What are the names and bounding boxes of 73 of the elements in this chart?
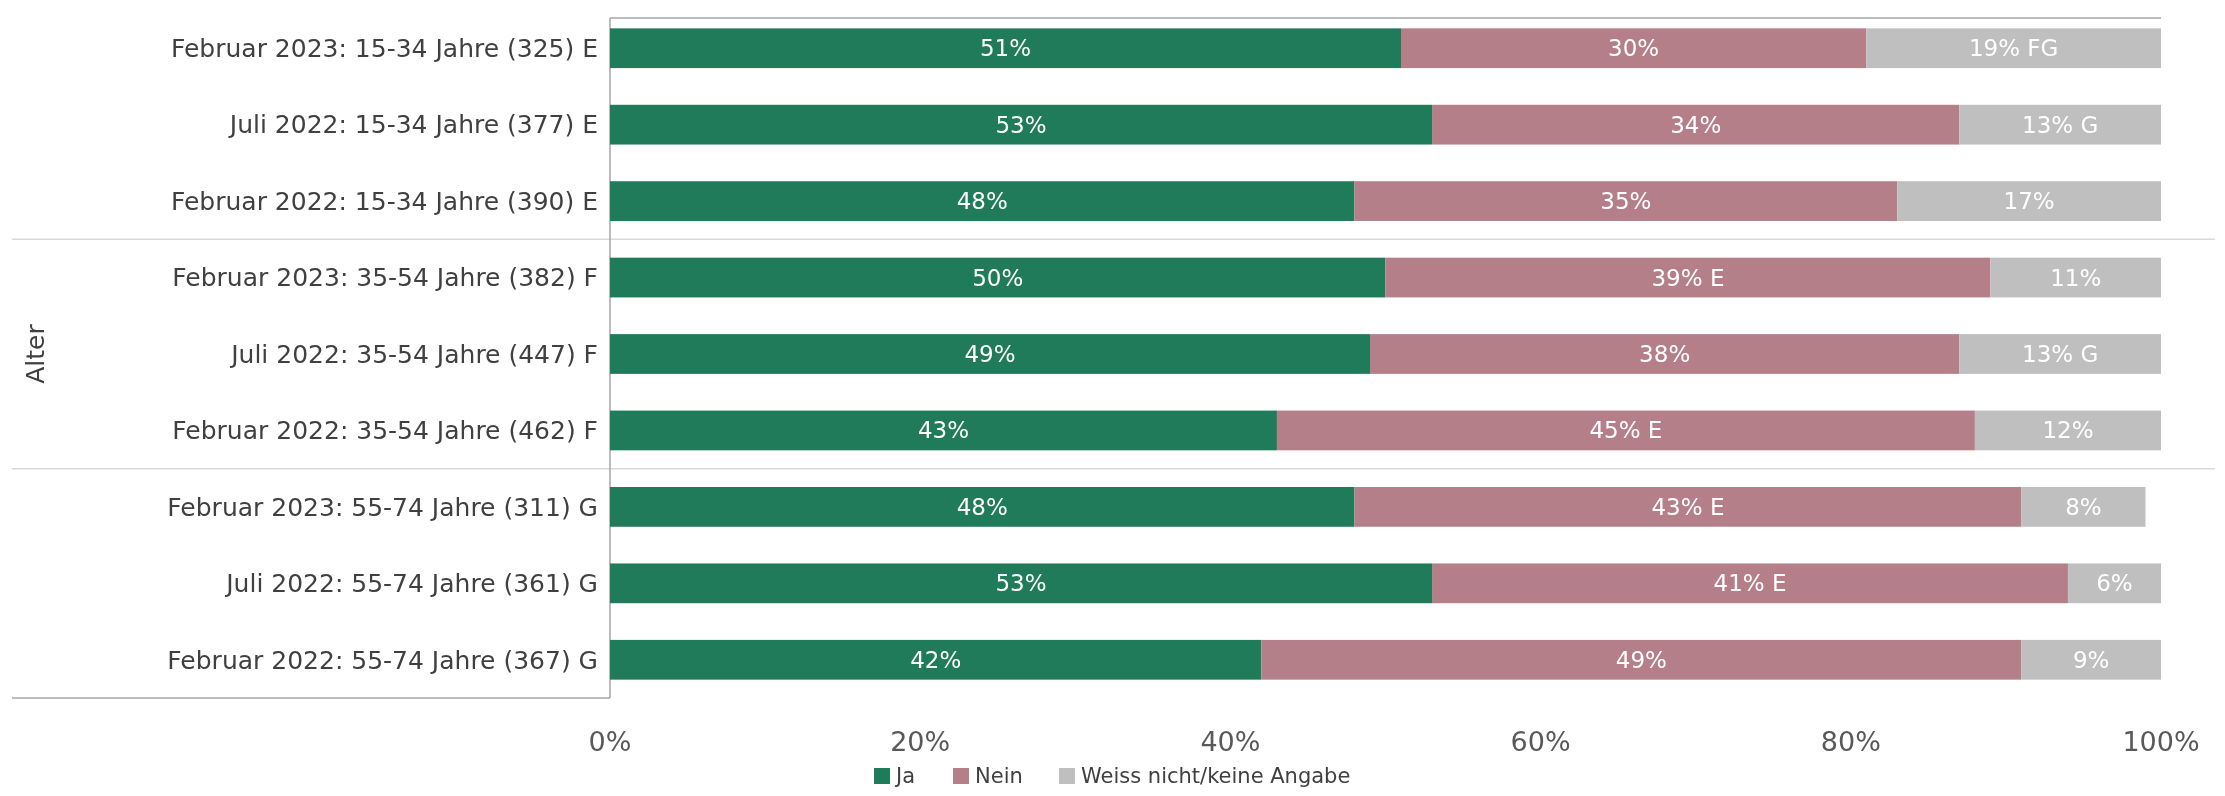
bar: [1990, 257, 2161, 298]
bar: [610, 639, 1262, 680]
data-label: 17%: [2003, 188, 2055, 215]
data-label: 48%: [956, 493, 1008, 520]
y-axis-title: Alter: [21, 323, 50, 384]
y-tick-label: Juli 2022: 35-54 Jahre (447) F: [229, 339, 598, 369]
bar: [610, 487, 1355, 527]
bar: [1261, 639, 2022, 680]
x-tick-label: 20%: [890, 726, 951, 758]
data-label: 53%: [995, 570, 1047, 597]
legend-label: Ja: [894, 764, 916, 789]
bar: [1974, 410, 2161, 451]
bar: [2021, 639, 2161, 680]
y-tick-label: Februar 2022: 15-34 Jahre (390) E: [170, 186, 598, 216]
data-label: 53%: [995, 111, 1047, 138]
bar: [1369, 334, 1960, 374]
data-label: 43%: [917, 417, 970, 444]
data-label: 13% G: [2022, 341, 2099, 368]
data-label: 50%: [972, 264, 1024, 291]
y-tick-label: Februar 2022: 55-74 Jahre (367) G: [167, 645, 598, 675]
y-tick-label: Februar 2022: 35-54 Jahre (462) F: [172, 416, 598, 446]
legend-label: Weiss nicht/keine Angabe: [1081, 764, 1351, 789]
data-label: 51%: [979, 35, 1032, 62]
bar: [1897, 181, 2161, 221]
data-label: 49%: [964, 341, 1016, 368]
x-tick-label: 0%: [588, 726, 632, 758]
y-tick-label: Februar 2023: 15-34 Jahre (325) E: [170, 33, 598, 63]
bar: [2067, 563, 2161, 604]
bar: [2021, 487, 2146, 527]
bar: [1959, 334, 2161, 374]
legend-label: Nein: [975, 764, 1023, 789]
bar: [1866, 28, 2161, 69]
bar: [610, 334, 1370, 374]
x-tick-label: 80%: [1820, 726, 1881, 758]
data-label: 12%: [2042, 417, 2094, 444]
data-label: 11%: [2050, 264, 2102, 291]
data-label: 38%: [1639, 341, 1691, 368]
bar: [1432, 104, 1960, 145]
data-label: 34%: [1670, 111, 1722, 138]
y-tick-label: Juli 2022: 15-34 Jahre (377) E: [227, 110, 598, 140]
data-label: 39% E: [1651, 264, 1725, 291]
x-tick-label: 60%: [1510, 726, 1571, 758]
data-label: 13% G: [2022, 111, 2099, 138]
bar: [610, 104, 1433, 145]
x-tick-label: 100%: [2122, 726, 2200, 758]
bar: [1354, 181, 1898, 221]
data-label: 30%: [1608, 35, 1660, 62]
data-label: 8%: [2065, 493, 2102, 520]
data-label: 43% E: [1651, 493, 1725, 520]
bar: [1401, 28, 1867, 69]
y-tick-label: Februar 2023: 35-54 Jahre (382) F: [172, 263, 598, 293]
bar: [1959, 104, 2161, 145]
x-tick-label: 40%: [1200, 726, 1261, 758]
data-label: 48%: [956, 188, 1008, 215]
data-label: 19% FG: [1968, 35, 2059, 62]
bar: [1354, 487, 2022, 527]
bar: [610, 410, 1277, 451]
data-label: 41% E: [1713, 570, 1787, 597]
bar: [610, 28, 1402, 69]
data-label: 45% E: [1589, 417, 1663, 444]
bar: [1276, 410, 1975, 451]
bar: [610, 257, 1386, 298]
data-label: 35%: [1600, 188, 1652, 215]
bar: [1432, 563, 2068, 604]
data-label: 9%: [2072, 646, 2110, 673]
bar: [610, 563, 1433, 604]
data-label: 49%: [1615, 646, 1667, 673]
y-tick-label: Februar 2023: 55-74 Jahre (311) G: [167, 492, 598, 522]
bar: [610, 181, 1355, 221]
y-tick-label: Juli 2022: 55-74 Jahre (361) G: [224, 569, 598, 599]
data-label: 42%: [910, 646, 962, 673]
data-label: 6%: [2096, 570, 2133, 597]
bar: [1385, 257, 1991, 298]
